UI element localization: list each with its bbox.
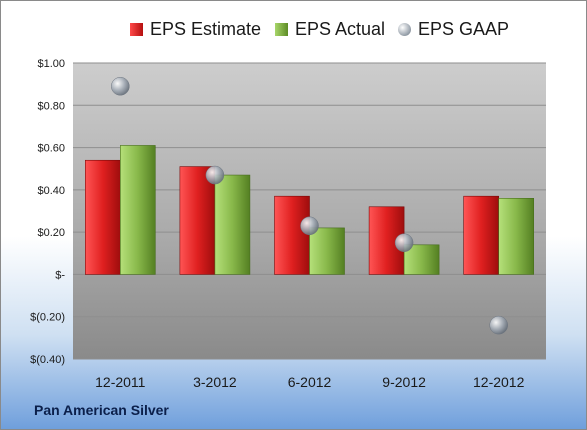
bar-eps-estimate xyxy=(179,166,216,275)
marker-eps-gaap xyxy=(111,77,130,96)
x-tick-label: 12-2011 xyxy=(95,374,146,390)
x-tick-label: 12-2012 xyxy=(473,374,525,390)
x-tick-label: 3-2012 xyxy=(193,374,237,390)
y-tick-label: $0.80 xyxy=(37,100,65,112)
legend-swatch-eps-estimate xyxy=(130,22,143,36)
y-tick-label: $1.00 xyxy=(37,58,65,70)
x-tick-label: 6-2012 xyxy=(288,374,332,390)
legend-item-eps-actual: EPS Actual xyxy=(275,17,385,41)
y-tick-label: $0.40 xyxy=(37,185,65,197)
legend-label-eps-gaap: EPS GAAP xyxy=(418,18,510,39)
bar-eps-estimate xyxy=(463,195,500,275)
y-tick-label: $- xyxy=(55,269,65,281)
y-tick-label: $0.20 xyxy=(37,227,65,239)
y-tick-label: $0.60 xyxy=(37,143,65,155)
company-name: Pan American Silver xyxy=(34,402,169,418)
y-tick-label: $(0.40) xyxy=(30,354,65,366)
legend-label-eps-actual: EPS Actual xyxy=(295,18,386,39)
bar-eps-actual xyxy=(120,145,156,275)
legend-swatch-eps-gaap xyxy=(398,22,411,36)
bar-eps-actual xyxy=(309,227,345,275)
marker-eps-gaap xyxy=(394,233,414,252)
bar-eps-estimate xyxy=(274,195,310,275)
marker-eps-gaap xyxy=(300,216,319,236)
legend-swatch-eps-actual xyxy=(275,22,288,36)
bar-eps-estimate xyxy=(85,159,121,275)
marker-eps-gaap xyxy=(205,165,225,185)
chart-legend: EPS Estimate EPS Actual EPS GAAP xyxy=(1,17,586,41)
x-tick-label: 9-2012 xyxy=(382,374,426,390)
bar-eps-actual xyxy=(498,198,535,275)
y-tick-label: $(0.20) xyxy=(30,312,65,324)
legend-item-eps-estimate: EPS Estimate xyxy=(130,17,261,41)
bar-eps-actual xyxy=(214,174,251,275)
legend-item-eps-gaap: EPS GAAP xyxy=(398,17,509,41)
legend-label-eps-estimate: EPS Estimate xyxy=(150,18,262,39)
marker-eps-gaap xyxy=(489,315,508,335)
